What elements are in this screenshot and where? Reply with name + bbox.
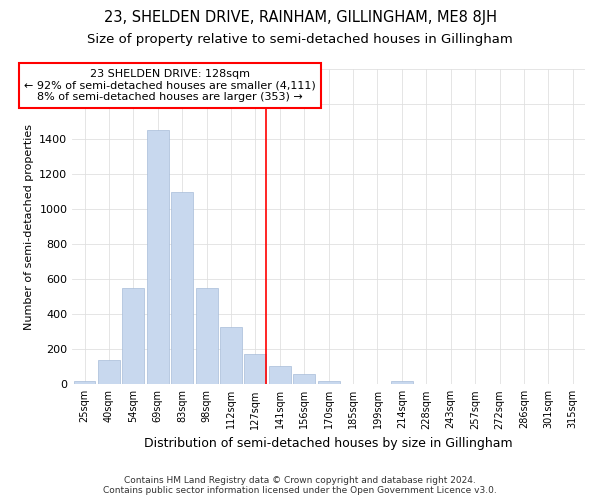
Text: Size of property relative to semi-detached houses in Gillingham: Size of property relative to semi-detach… xyxy=(87,32,513,46)
Bar xyxy=(171,192,193,384)
Bar xyxy=(147,130,169,384)
Text: 23 SHELDEN DRIVE: 128sqm
← 92% of semi-detached houses are smaller (4,111)
8% of: 23 SHELDEN DRIVE: 128sqm ← 92% of semi-d… xyxy=(24,69,316,102)
X-axis label: Distribution of semi-detached houses by size in Gillingham: Distribution of semi-detached houses by … xyxy=(145,437,513,450)
Bar xyxy=(122,288,145,384)
Bar xyxy=(220,328,242,384)
Bar xyxy=(74,381,95,384)
Bar xyxy=(244,354,266,384)
Text: 23, SHELDEN DRIVE, RAINHAM, GILLINGHAM, ME8 8JH: 23, SHELDEN DRIVE, RAINHAM, GILLINGHAM, … xyxy=(104,10,497,25)
Y-axis label: Number of semi-detached properties: Number of semi-detached properties xyxy=(24,124,34,330)
Bar xyxy=(317,381,340,384)
Bar xyxy=(293,374,315,384)
Bar xyxy=(391,381,413,384)
Text: Contains HM Land Registry data © Crown copyright and database right 2024.
Contai: Contains HM Land Registry data © Crown c… xyxy=(103,476,497,495)
Bar xyxy=(98,360,120,384)
Bar xyxy=(196,288,218,384)
Bar xyxy=(269,366,291,384)
